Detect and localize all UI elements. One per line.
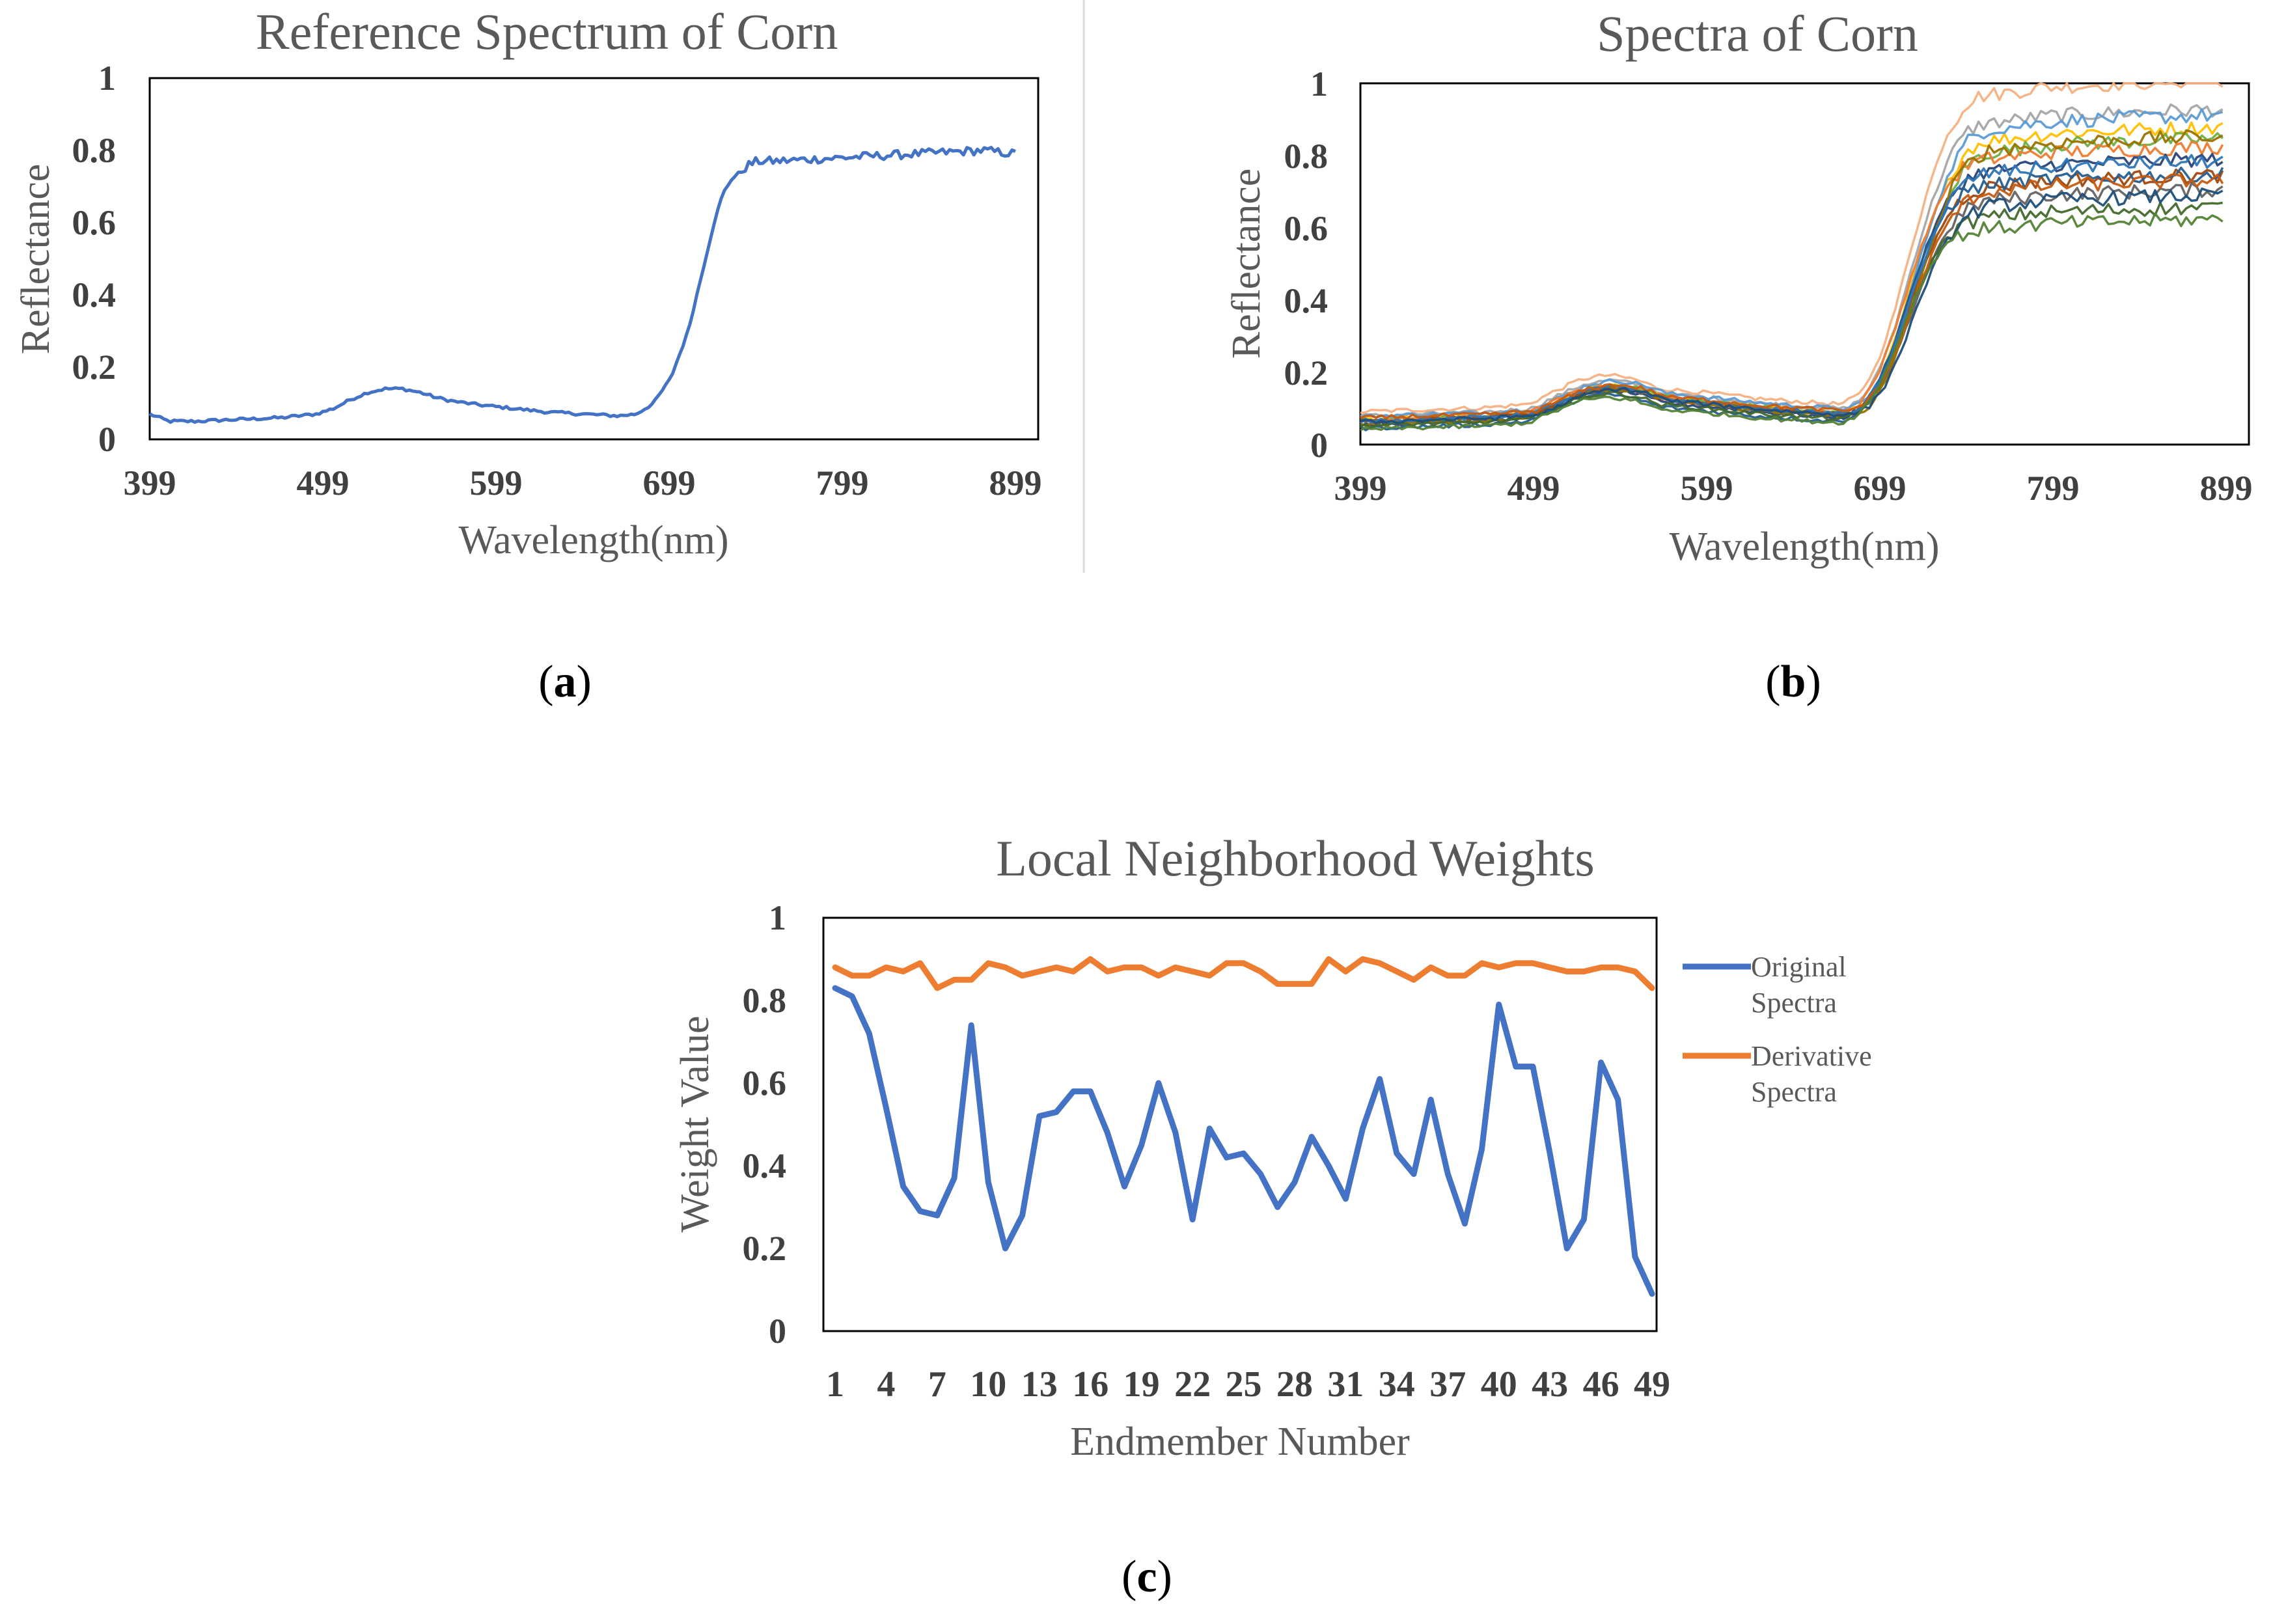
c-xtick-40: 40 bbox=[1481, 1364, 1517, 1405]
c-xtick-19: 19 bbox=[1123, 1364, 1160, 1405]
panel-b-line-s16 bbox=[1360, 212, 2224, 432]
b-ytick-0.8: 0.8 bbox=[1284, 137, 1329, 176]
panel-c-y-ticks: 0 0.2 0.4 0.6 0.8 1 bbox=[743, 898, 787, 1351]
c-ytick-0.6: 0.6 bbox=[743, 1064, 787, 1103]
panel-c-line-derivative-spectra bbox=[832, 956, 1655, 991]
panel-a-series bbox=[148, 146, 1016, 424]
panel-b-y-ticks: 0 0.2 0.4 0.6 0.8 1 bbox=[1284, 64, 1329, 465]
panel-a-x-axis-label: Wavelength(nm) bbox=[458, 518, 728, 562]
legend-label-derivative-2: Spectra bbox=[1751, 1076, 1837, 1108]
c-xtick-31: 31 bbox=[1327, 1364, 1364, 1405]
c-xtick-25: 25 bbox=[1226, 1364, 1262, 1405]
panel-b-line-s5 bbox=[1360, 131, 2224, 422]
c-xtick-46: 46 bbox=[1583, 1364, 1619, 1405]
a-xtick-399: 399 bbox=[124, 463, 176, 502]
panel-b-line-s2 bbox=[1360, 103, 2224, 418]
c-xtick-13: 13 bbox=[1021, 1364, 1058, 1405]
panel-c-series bbox=[832, 956, 1655, 1297]
panel-b-line-s3 bbox=[1360, 121, 2224, 422]
legend-label-derivative-1: Derivative bbox=[1751, 1040, 1872, 1072]
panel-a-plot-frame bbox=[148, 77, 1040, 441]
b-xtick-499: 499 bbox=[1508, 469, 1560, 508]
b-xtick-699: 699 bbox=[1854, 469, 1907, 508]
a-ytick-0.4: 0.4 bbox=[72, 275, 117, 314]
b-xtick-799: 799 bbox=[2027, 469, 2080, 508]
panel-c-title: Local Neighborhood Weights bbox=[996, 830, 1594, 887]
panel-b-line-s6 bbox=[1360, 141, 2224, 423]
c-xtick-37: 37 bbox=[1429, 1364, 1466, 1405]
a-xtick-699: 699 bbox=[643, 463, 696, 502]
panel-b-line-s14 bbox=[1360, 173, 2224, 420]
panel-a-x-ticks: 399 499 599 699 799 899 bbox=[124, 463, 1042, 502]
a-ytick-0.8: 0.8 bbox=[72, 131, 117, 170]
legend-label-original-2: Spectra bbox=[1751, 987, 1837, 1019]
b-ytick-0.4: 0.4 bbox=[1284, 281, 1329, 320]
panel-c-plot-frame bbox=[822, 916, 1658, 1332]
panel-b-line-s4 bbox=[1360, 108, 2224, 419]
panel-b-line-s10 bbox=[1360, 129, 2224, 427]
c-xtick-43: 43 bbox=[1532, 1364, 1568, 1405]
b-xtick-899: 899 bbox=[2200, 469, 2253, 508]
c-ytick-1: 1 bbox=[769, 898, 786, 937]
panel-b-corn-spectra: Spectra of Corn 0 0.2 0.4 0.6 0.8 1 399 … bbox=[1224, 5, 2253, 569]
panel-b-plot-frame bbox=[1359, 82, 2250, 446]
panel-b-x-axis-label: Wavelength(nm) bbox=[1669, 525, 1939, 569]
panel-a-y-axis-label: Reflectance bbox=[14, 164, 58, 355]
c-xtick-1: 1 bbox=[826, 1364, 844, 1405]
c-xtick-4: 4 bbox=[877, 1364, 895, 1405]
c-xtick-7: 7 bbox=[928, 1364, 946, 1405]
c-xtick-34: 34 bbox=[1379, 1364, 1415, 1405]
panel-c-line-original-spectra bbox=[832, 985, 1655, 1297]
a-xtick-799: 799 bbox=[816, 463, 869, 502]
c-xtick-10: 10 bbox=[970, 1364, 1006, 1405]
panel-b-x-ticks: 399 499 599 699 799 899 bbox=[1334, 469, 2253, 508]
c-ytick-0.8: 0.8 bbox=[743, 981, 787, 1020]
c-xtick-16: 16 bbox=[1072, 1364, 1109, 1405]
panel-c-y-axis-label: Weight Value bbox=[673, 1015, 717, 1232]
c-xtick-49: 49 bbox=[1634, 1364, 1670, 1405]
panel-c-neighborhood-weights: Local Neighborhood Weights 0 0.2 0.4 0.6… bbox=[673, 830, 1872, 1464]
b-xtick-599: 599 bbox=[1681, 469, 1733, 508]
a-xtick-499: 499 bbox=[297, 463, 350, 502]
b-ytick-0: 0 bbox=[1310, 426, 1328, 465]
b-ytick-0.2: 0.2 bbox=[1284, 353, 1329, 392]
c-ytick-0: 0 bbox=[769, 1312, 786, 1351]
c-ytick-0.4: 0.4 bbox=[743, 1146, 787, 1185]
a-xtick-599: 599 bbox=[470, 463, 523, 502]
panel-c-x-ticks: 1 4 7 10 13 16 19 22 25 28 31 34 37 40 43 46 49 bbox=[826, 1364, 1670, 1405]
a-ytick-1: 1 bbox=[98, 59, 116, 98]
a-xtick-899: 899 bbox=[989, 463, 1042, 502]
a-ytick-0.6: 0.6 bbox=[72, 203, 117, 242]
panel-c-legend: Original Spectra Derivative Spectra bbox=[1683, 951, 1872, 1108]
b-xtick-399: 399 bbox=[1334, 469, 1387, 508]
c-xtick-22: 22 bbox=[1174, 1364, 1211, 1405]
panel-b-y-axis-label: Reflectance bbox=[1224, 169, 1269, 359]
panel-c-x-axis-label: Endmember Number bbox=[1070, 1420, 1410, 1464]
panel-label-a: (a) bbox=[538, 657, 592, 707]
legend-label-original-1: Original bbox=[1751, 951, 1847, 983]
panel-b-title: Spectra of Corn bbox=[1597, 5, 1918, 62]
panel-b-line-s12 bbox=[1360, 201, 2223, 429]
panel-a-line-reference bbox=[148, 146, 1016, 424]
panel-b-line-s13 bbox=[1359, 154, 2224, 424]
b-ytick-1: 1 bbox=[1310, 64, 1328, 103]
b-ytick-0.6: 0.6 bbox=[1284, 209, 1329, 248]
panel-label-c: (c) bbox=[1122, 1552, 1172, 1602]
panel-label-b: (b) bbox=[1765, 657, 1821, 707]
panel-a-y-ticks: 0 0.2 0.4 0.6 0.8 1 bbox=[72, 59, 117, 459]
panel-b-line-s15 bbox=[1360, 187, 2224, 424]
a-ytick-0.2: 0.2 bbox=[72, 348, 117, 387]
c-ytick-0.2: 0.2 bbox=[743, 1229, 787, 1268]
panel-b-line-s1 bbox=[1360, 82, 2224, 415]
panel-b-series bbox=[1359, 82, 2224, 432]
panel-a-title: Reference Spectrum of Corn bbox=[256, 3, 838, 60]
c-xtick-28: 28 bbox=[1276, 1364, 1313, 1405]
panel-a-reference-spectrum: Reference Spectrum of Corn 0 0.2 0.4 0.6… bbox=[14, 3, 1042, 562]
a-ytick-0: 0 bbox=[98, 420, 116, 459]
